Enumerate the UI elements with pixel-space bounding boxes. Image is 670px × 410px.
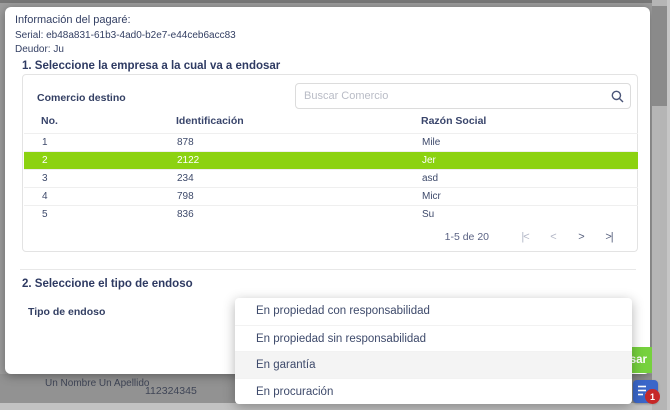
scrollbar-edge <box>667 0 670 410</box>
person-name: Un Nombre Un Apellido <box>45 378 150 389</box>
pagination-range: 1-5 de 20 <box>444 231 489 243</box>
table-header-id: Identificación <box>176 115 244 127</box>
endoso-type-dropdown: En propiedad con responsabilidad En prop… <box>235 298 632 404</box>
cell-razon: Micr <box>422 191 441 202</box>
table-row[interactable]: 4 798 Micr <box>24 187 638 205</box>
prev-page-button[interactable]: < <box>550 231 556 243</box>
scrollbar-thumb[interactable] <box>652 6 667 106</box>
table-header-no: No. <box>41 115 58 127</box>
section-divider <box>20 269 636 270</box>
cell-id: 798 <box>177 191 194 202</box>
dropdown-option-propiedad-con[interactable]: En propiedad con responsabilidad <box>256 305 430 317</box>
cell-no: 4 <box>42 191 48 202</box>
comercio-search-box <box>295 83 631 109</box>
cell-no: 2 <box>42 155 48 166</box>
table-row[interactable]: 1 878 Mile <box>24 133 638 151</box>
pagare-serial-text: Serial: eb48a831-61b3-4ad0-b2e7-e44ceb6a… <box>15 30 236 41</box>
cell-razon: asd <box>422 173 439 184</box>
cell-razon: Mile <box>422 137 441 148</box>
table-row[interactable]: 5 836 Su <box>24 205 638 223</box>
pagare-debtor-text: Deudor: Ju <box>15 44 64 55</box>
cell-razon: Su <box>422 209 435 220</box>
tipo-endoso-label: Tipo de endoso <box>28 306 106 318</box>
cell-id: 2122 <box>177 155 200 166</box>
table-header-razon: Razón Social <box>421 115 487 127</box>
table-row[interactable]: 3 234 asd <box>24 169 638 187</box>
cell-id: 234 <box>177 173 194 184</box>
cell-id: 836 <box>177 209 194 220</box>
table-row-selected[interactable]: 2 2122 Jer <box>24 151 638 169</box>
first-page-button[interactable]: |< <box>521 231 529 243</box>
comercio-destino-label: Comercio destino <box>37 92 126 104</box>
notification-checklist-icon[interactable]: 1 <box>633 380 660 404</box>
dropdown-option-garantia[interactable]: En garantía <box>235 351 632 378</box>
cell-id: 878 <box>177 137 194 148</box>
next-page-button[interactable]: > <box>578 231 584 243</box>
pagare-info-title: Información del pagaré: <box>15 14 131 26</box>
dropdown-option-procuracion[interactable]: En procuración <box>235 377 632 405</box>
pagination: 1-5 de 20 |< < > >| <box>445 225 623 249</box>
notification-badge: 1 <box>645 389 660 404</box>
section1-heading: 1. Seleccione la empresa a la cual va a … <box>22 60 281 72</box>
section2-heading: 2. Seleccione el tipo de endoso <box>22 278 193 290</box>
comercio-table-card: Comercio destino No. Identificación Razó… <box>22 74 638 252</box>
table-body: 1 878 Mile 2 2122 Jer 3 234 asd 4 798 Mi… <box>24 133 638 223</box>
search-input[interactable] <box>296 90 604 102</box>
cell-no: 3 <box>42 173 48 184</box>
cell-razon: Jer <box>422 155 436 166</box>
table-header-row: No. Identificación Razón Social <box>23 115 637 133</box>
cell-no: 1 <box>42 137 48 148</box>
page-top-edge <box>0 0 670 3</box>
cell-no: 5 <box>42 209 48 220</box>
search-icon[interactable] <box>604 90 630 103</box>
dropdown-option-propiedad-sin[interactable]: En propiedad sin responsabilidad <box>235 324 632 352</box>
person-id: 112324345 <box>145 385 197 397</box>
background-row-divider <box>0 403 670 410</box>
last-page-button[interactable]: >| <box>605 231 613 243</box>
